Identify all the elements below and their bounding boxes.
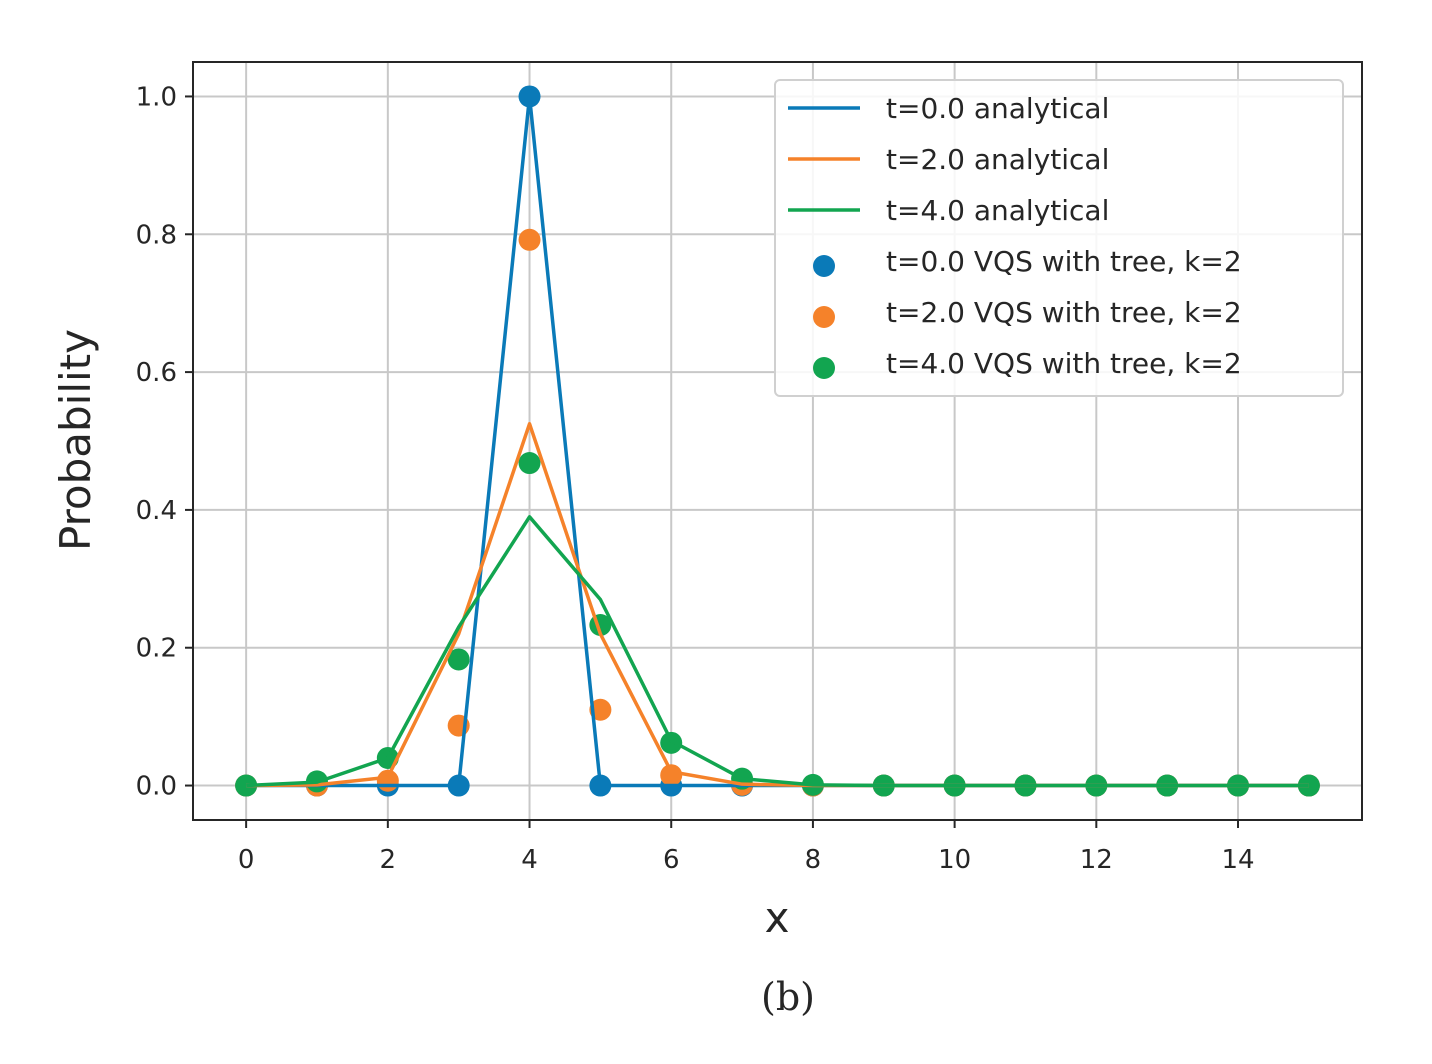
legend-item: t=4.0 analytical: [788, 194, 1109, 227]
figure-caption: (b): [761, 975, 815, 1019]
scatter-point: [518, 228, 541, 251]
legend-label: t=0.0 VQS with tree, k=2: [886, 245, 1242, 278]
legend-label: t=4.0 VQS with tree, k=2: [886, 347, 1242, 380]
legend-label: t=4.0 analytical: [886, 194, 1109, 227]
series-lines: [246, 94, 1309, 788]
legend-marker-swatch: [813, 255, 835, 277]
plot-frame: [192, 61, 1363, 821]
legend-label: t=0.0 analytical: [886, 92, 1109, 125]
y-tick-label: 0.4: [136, 496, 177, 526]
x-tick-label: 10: [938, 845, 971, 875]
scatter-point: [376, 769, 399, 792]
legend-label: t=2.0 VQS with tree, k=2: [886, 296, 1242, 329]
legend-marker-swatch: [813, 357, 835, 379]
x-tick-label: 4: [521, 845, 538, 875]
x-tick-label: 14: [1221, 845, 1254, 875]
x-tick-label: 2: [380, 845, 397, 875]
x-tick-label: 0: [238, 845, 255, 875]
x-tick-label: 6: [663, 845, 680, 875]
legend-label: t=2.0 analytical: [886, 143, 1109, 176]
y-tick-label: 0.6: [136, 358, 177, 388]
legend: t=0.0 analytical t=2.0 analytical t=4.0 an…: [774, 79, 1344, 397]
y-tick-label: 0.0: [136, 772, 177, 802]
scatter-point: [447, 648, 470, 671]
scatter-point: [660, 731, 683, 754]
legend-marker-swatch: [813, 306, 835, 328]
x-tick-label: 12: [1080, 845, 1113, 875]
scatter-point: [518, 452, 541, 475]
x-axis-ticks: 0 2 4 6 8 10 12 14: [238, 820, 1255, 875]
legend-item: t=4.0 VQS with tree, k=2: [813, 347, 1242, 380]
y-axis-ticks: 0.0 0.2 0.4 0.6 0.8 1.0: [136, 82, 193, 802]
x-axis-label: x: [765, 893, 790, 942]
legend-item: t=0.0 VQS with tree, k=2: [813, 245, 1242, 278]
scatter-point: [660, 764, 683, 787]
legend-item: t=2.0 VQS with tree, k=2: [813, 296, 1242, 329]
scatter-point: [235, 774, 258, 797]
legend-box: [774, 79, 1344, 397]
line-series-3: [246, 515, 1309, 788]
y-axis-label: Probability: [51, 329, 100, 551]
y-tick-label: 0.2: [136, 634, 177, 664]
y-tick-label: 1.0: [136, 82, 177, 112]
legend-item: t=0.0 analytical: [788, 92, 1109, 125]
legend-item: t=2.0 analytical: [788, 143, 1109, 176]
y-tick-label: 0.8: [136, 220, 177, 250]
x-tick-label: 8: [805, 845, 822, 875]
